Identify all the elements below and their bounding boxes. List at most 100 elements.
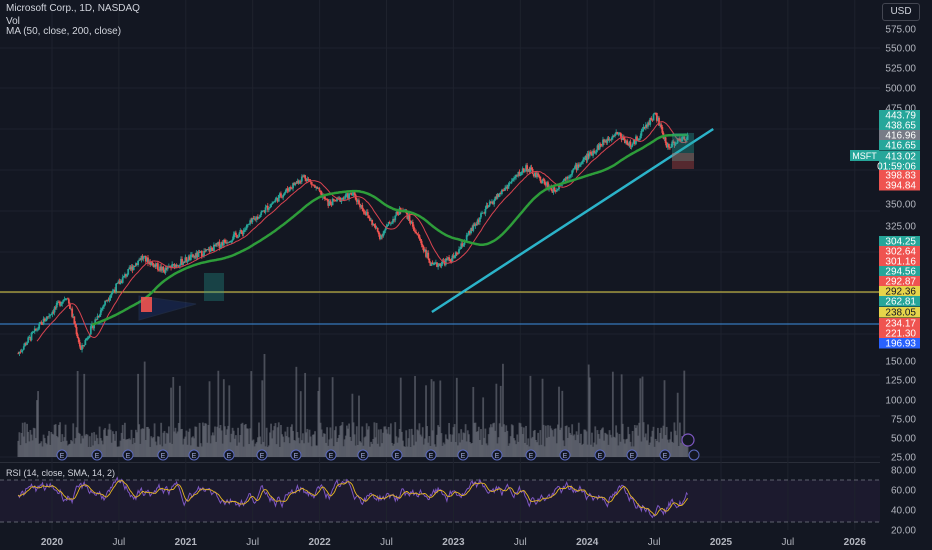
volume-bar — [118, 446, 121, 457]
candle-body — [421, 244, 424, 248]
horizontal-levels[interactable] — [0, 291, 880, 325]
candle-body — [285, 188, 288, 192]
candle-body — [214, 244, 216, 247]
candle-body — [449, 259, 452, 262]
candle-body — [191, 254, 193, 256]
volume-bar — [369, 446, 371, 457]
candle-body — [199, 251, 202, 253]
candle-body — [185, 257, 188, 262]
candle-body — [88, 334, 91, 338]
candle-body — [515, 174, 518, 177]
earnings-marker[interactable]: E — [188, 449, 200, 461]
candle-body — [372, 223, 375, 225]
price-tick: 325.00 — [885, 222, 916, 233]
volume-bar — [471, 443, 474, 457]
price-label-bg — [879, 130, 920, 141]
currency-button[interactable]: USD — [882, 3, 920, 21]
earnings-marker[interactable]: E — [157, 449, 169, 461]
volume-bar — [664, 435, 667, 457]
volume-bar — [165, 432, 168, 457]
price-axis[interactable]: 575.00 550.00 525.00 500.00 475.00 350.00 325.… — [850, 25, 920, 537]
candle-body — [234, 232, 237, 236]
volume-bar — [107, 429, 110, 457]
candle-body — [539, 176, 542, 181]
candle-body — [53, 307, 56, 313]
volume-bar — [358, 395, 360, 457]
candle-body — [452, 255, 455, 258]
candle-body — [569, 175, 571, 178]
candle-body — [644, 124, 647, 128]
candle-body — [527, 169, 530, 172]
candle-body — [295, 182, 298, 184]
volume-bar — [299, 391, 302, 457]
volume-bar — [106, 435, 109, 457]
earnings-marker[interactable]: E — [525, 449, 537, 461]
earnings-marker[interactable]: E — [626, 449, 638, 461]
candle-body — [161, 266, 164, 271]
volume-bar — [425, 385, 427, 457]
earnings-marker[interactable]: E — [223, 449, 235, 461]
earnings-marker[interactable]: E — [56, 449, 68, 461]
earnings-marker[interactable]: E — [256, 449, 268, 461]
volume-bar — [139, 443, 142, 457]
volume-bar — [364, 436, 367, 457]
volume-bar — [91, 432, 93, 457]
volume-bar — [594, 426, 597, 457]
price-label: 416.65 — [885, 141, 916, 152]
volume-bar — [476, 431, 479, 457]
earnings-marker[interactable]: E — [594, 449, 606, 461]
candle-body — [200, 251, 203, 257]
candle-body — [332, 198, 335, 200]
volume-bar — [566, 437, 569, 457]
candle-body — [160, 266, 163, 271]
earnings-marker[interactable]: E — [425, 449, 437, 461]
volume-bar — [27, 431, 30, 457]
volume-bar — [665, 426, 668, 457]
time-axis[interactable]: 2020 Jul 2021 Jul 2022 Jul 2023 Jul 2024 Jul 2025 J… — [41, 537, 866, 548]
volume-bar — [229, 442, 232, 457]
candle-body — [80, 346, 82, 350]
candle-body — [93, 323, 96, 329]
candle-body — [605, 140, 608, 143]
volume-bar — [251, 440, 254, 457]
earnings-marker[interactable]: E — [91, 449, 103, 461]
earnings-marker[interactable]: E — [457, 449, 469, 461]
candle-body — [470, 227, 472, 234]
volume-bar — [407, 438, 410, 457]
candle-body — [21, 349, 24, 351]
earnings-marker[interactable]: E — [659, 449, 671, 461]
earnings-marker[interactable]: E — [559, 449, 571, 461]
candle-body — [594, 152, 597, 154]
candle-body — [34, 328, 37, 331]
volume-bar — [374, 437, 377, 457]
candle-body — [493, 200, 496, 205]
candle-body — [466, 234, 469, 236]
candle-body — [338, 197, 341, 199]
earnings-marker[interactable]: E — [391, 449, 403, 461]
candle-body — [182, 262, 185, 265]
earnings-marker[interactable]: E — [290, 449, 302, 461]
drawings[interactable] — [138, 127, 714, 321]
volume-bar — [387, 426, 390, 457]
candle-body — [205, 249, 208, 252]
volume-bar — [111, 431, 114, 457]
candle-body — [96, 316, 99, 320]
earnings-marker[interactable]: E — [357, 449, 369, 461]
candle-body — [241, 231, 244, 235]
volume-bar — [371, 443, 374, 457]
earnings-letter: E — [461, 453, 466, 460]
volume-bar — [59, 422, 61, 457]
price-label: 413.02 — [885, 152, 916, 163]
candle-body — [81, 345, 83, 350]
volume-bar — [278, 446, 281, 457]
earnings-marker[interactable]: E — [122, 449, 134, 461]
volume-bar — [430, 379, 433, 457]
candle-body — [665, 142, 668, 148]
candle-body — [575, 164, 578, 171]
earnings-marker[interactable]: E — [325, 449, 337, 461]
candle-body — [553, 187, 556, 192]
candle-body — [559, 185, 562, 186]
earnings-marker[interactable]: E — [491, 449, 503, 461]
